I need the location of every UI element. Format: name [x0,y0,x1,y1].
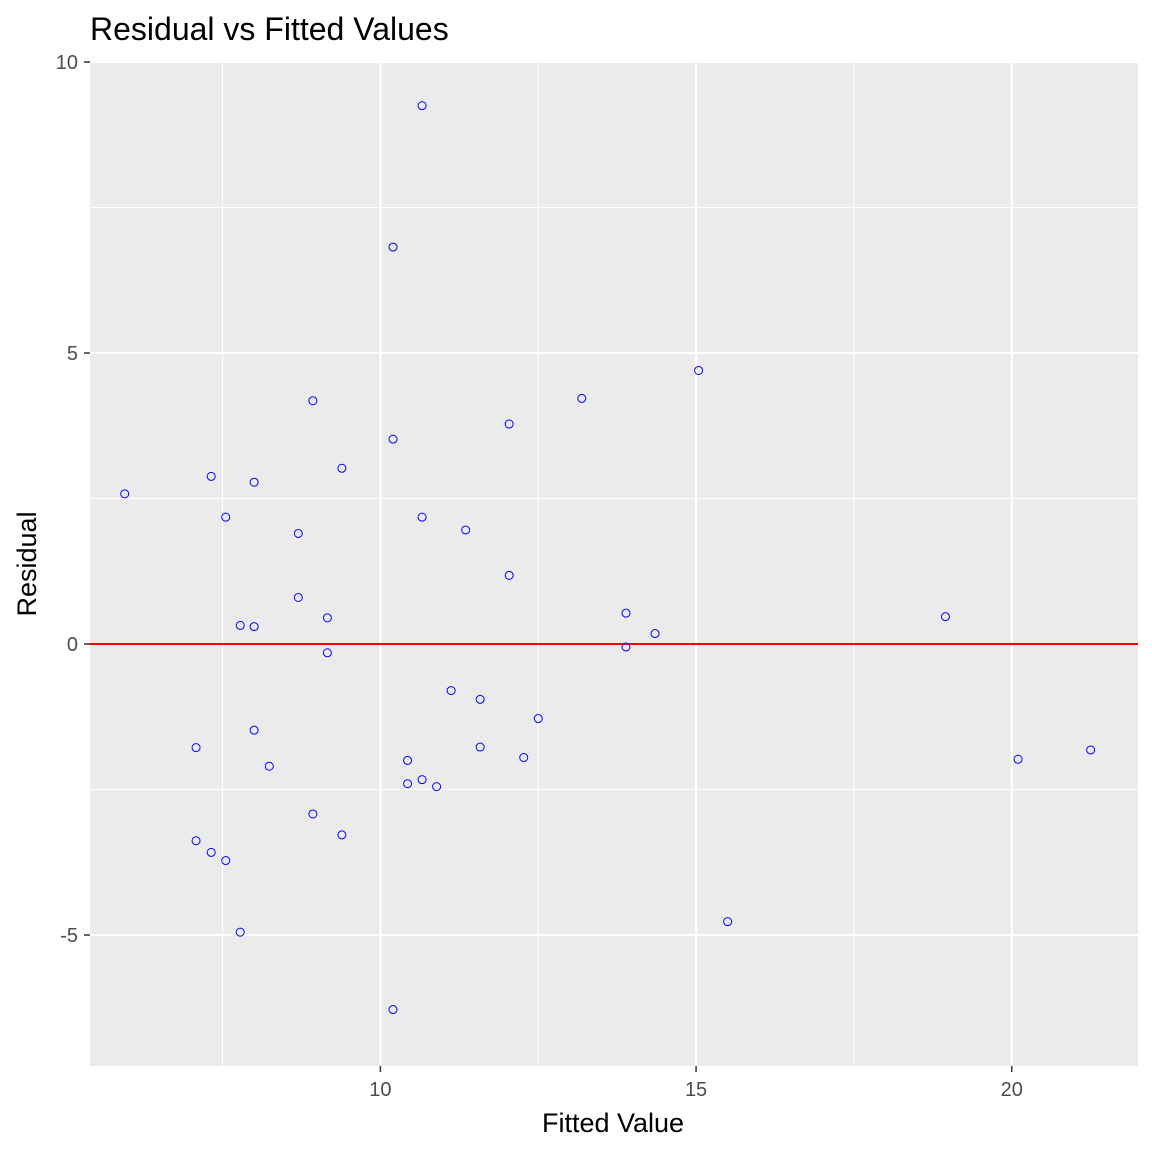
data-point [221,856,231,866]
data-point [388,434,398,444]
data-point [388,242,398,252]
data-point [120,489,130,499]
data-point [249,725,259,735]
y-tick-label: 0 [67,634,78,656]
data-point [621,608,631,618]
data-point [191,743,201,753]
data-point [475,694,485,704]
minor-gridlines [90,62,1138,1066]
x-tick-label: 10 [369,1079,391,1101]
data-point [475,742,485,752]
y-axis-ticks: -5 0 5 10 [56,52,90,947]
data-point [417,775,427,785]
data-point [403,755,413,765]
chart-title: Residual vs Fitted Values [90,11,449,47]
data-points [120,101,1096,1015]
data-point [940,612,950,622]
x-axis-ticks: 10 15 20 [369,1066,1023,1101]
data-point [694,365,704,375]
data-point [293,528,303,538]
data-point [235,927,245,937]
data-point [235,620,245,630]
data-point [417,101,427,111]
x-tick-label: 15 [685,1079,707,1101]
data-point [650,629,660,639]
data-point [221,512,231,522]
data-point [519,753,529,763]
data-point [249,477,259,487]
y-tick-label: 10 [56,52,78,74]
data-point [504,419,514,429]
x-tick-label: 20 [1001,1079,1023,1101]
data-point [264,761,274,771]
data-point [322,613,332,623]
data-point [337,830,347,840]
data-point [1013,754,1023,764]
x-axis-title: Fitted Value [542,1108,684,1138]
data-point [308,809,318,819]
data-point [504,570,514,580]
data-point [446,686,456,696]
data-point [621,642,631,652]
y-axis-title: Residual [12,511,42,616]
data-point [403,779,413,789]
data-point [461,525,471,535]
data-point [337,463,347,473]
data-point [1086,745,1096,755]
data-point [388,1005,398,1015]
y-tick-label: -5 [60,925,78,947]
data-point [206,471,216,481]
data-point [308,396,318,406]
data-point [206,847,216,857]
data-point [322,648,332,658]
data-point [533,714,543,724]
data-point [191,836,201,846]
data-point [723,917,733,927]
data-point [417,512,427,522]
data-point [432,782,442,792]
data-point [577,393,587,403]
plot-panel [90,62,1138,1066]
data-point [249,622,259,632]
y-tick-label: 5 [67,343,78,365]
data-point [293,592,303,602]
